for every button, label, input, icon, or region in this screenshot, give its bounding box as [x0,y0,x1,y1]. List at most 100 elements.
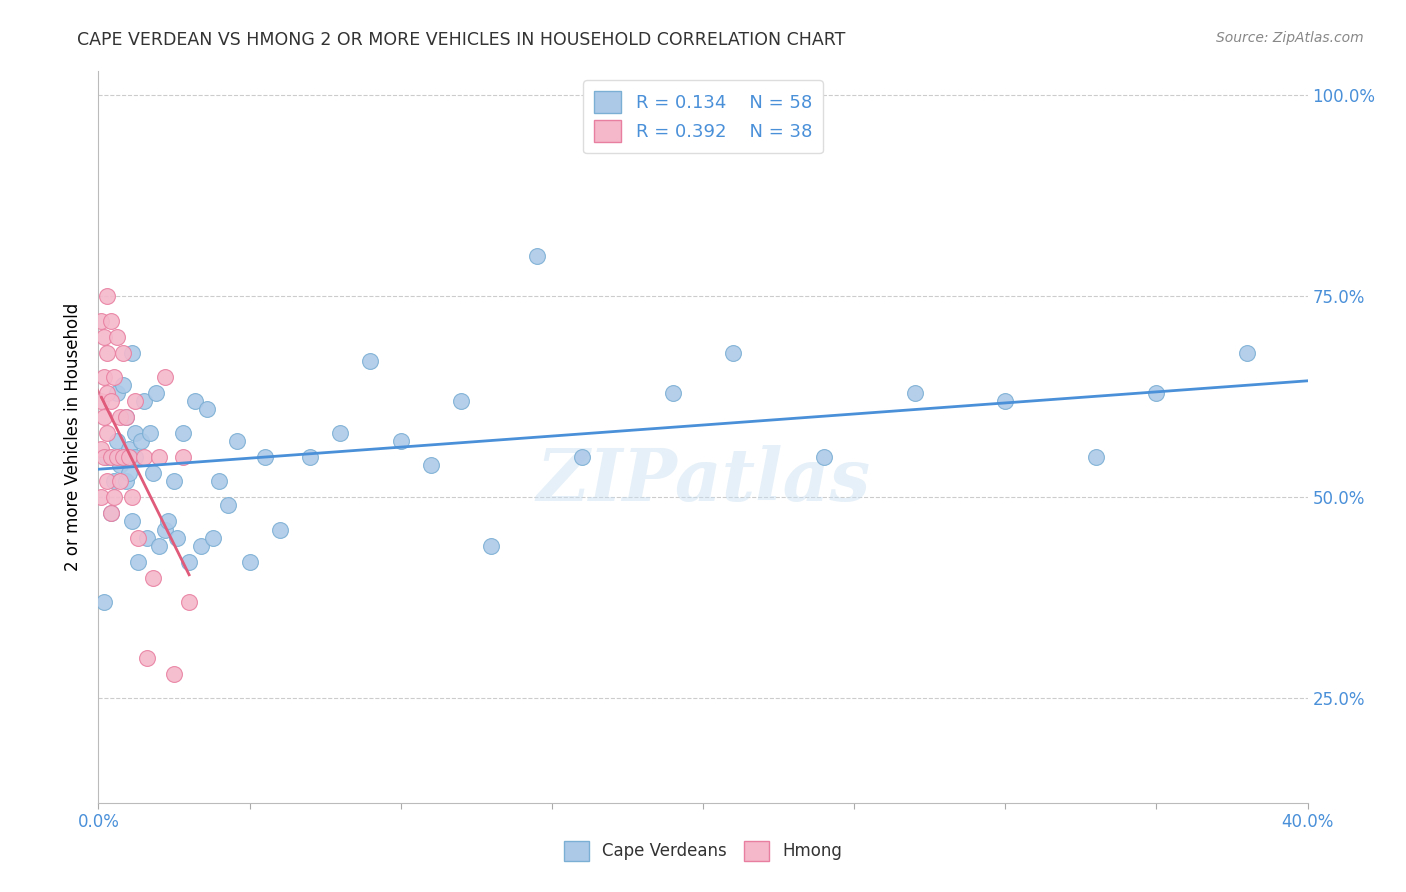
Y-axis label: 2 or more Vehicles in Household: 2 or more Vehicles in Household [65,303,83,571]
Point [450,393,472,408]
Point [195,401,218,416]
Point [103,369,125,384]
Point [105,385,128,400]
Point [142,467,165,481]
Point [93,450,115,465]
Point [127,531,149,545]
Point [179,595,201,609]
Text: CAPE VERDEAN VS HMONG 2 OR MORE VEHICLES IN HOUSEHOLD CORRELATION CHART: CAPE VERDEAN VS HMONG 2 OR MORE VEHICLES… [77,31,845,49]
Point [481,539,503,553]
Point [105,329,128,343]
Point [148,450,170,465]
Point [526,249,548,263]
Point [111,345,134,359]
Point [389,434,412,449]
Point [111,377,134,392]
Point [93,595,115,609]
Point [111,450,134,465]
Point [208,475,231,489]
Point [184,393,207,408]
Point [163,667,186,681]
Point [96,345,118,359]
Point [118,442,141,457]
Point [96,385,118,400]
Point [329,425,352,440]
Point [100,507,122,521]
Point [90,442,112,457]
Legend: Cape Verdeans, Hmong: Cape Verdeans, Hmong [557,834,849,868]
Point [121,515,143,529]
Text: Source: ZipAtlas.com: Source: ZipAtlas.com [1216,31,1364,45]
Point [121,491,143,505]
Point [202,531,225,545]
Point [96,475,118,489]
Point [96,425,118,440]
Point [90,393,112,408]
Point [93,369,115,384]
Point [166,531,188,545]
Point [1144,385,1167,400]
Point [114,475,136,489]
Point [1085,450,1108,465]
Point [420,458,443,473]
Point [723,345,745,359]
Point [217,499,239,513]
Point [108,409,131,424]
Point [994,393,1017,408]
Point [124,425,146,440]
Point [139,425,162,440]
Point [100,450,122,465]
Point [661,385,683,400]
Point [118,450,141,465]
Point [129,434,152,449]
Point [127,555,149,569]
Point [904,385,927,400]
Point [105,434,128,449]
Point [172,425,194,440]
Point [813,450,835,465]
Point [226,434,249,449]
Point [156,515,179,529]
Point [103,475,125,489]
Point [239,555,262,569]
Point [93,409,115,424]
Point [90,491,112,505]
Point [269,523,291,537]
Point [90,313,112,327]
Point [571,450,593,465]
Point [190,539,212,553]
Point [135,651,157,665]
Point [124,393,146,408]
Point [111,450,134,465]
Point [96,289,118,303]
Point [253,450,276,465]
Point [153,523,176,537]
Point [100,393,122,408]
Text: ZIPatlas: ZIPatlas [536,445,870,516]
Point [96,450,118,465]
Point [114,409,136,424]
Point [114,409,136,424]
Point [360,353,382,368]
Point [145,385,167,400]
Point [121,345,143,359]
Point [108,458,131,473]
Point [172,450,194,465]
Point [105,450,128,465]
Point [142,571,165,585]
Point [100,313,122,327]
Point [148,539,170,553]
Point [118,467,141,481]
Point [132,450,155,465]
Point [163,475,186,489]
Point [132,393,155,408]
Point [1236,345,1258,359]
Point [93,329,115,343]
Point [299,450,322,465]
Point [103,491,125,505]
Point [124,450,146,465]
Point [179,555,201,569]
Point [135,531,157,545]
Point [108,475,131,489]
Point [153,369,176,384]
